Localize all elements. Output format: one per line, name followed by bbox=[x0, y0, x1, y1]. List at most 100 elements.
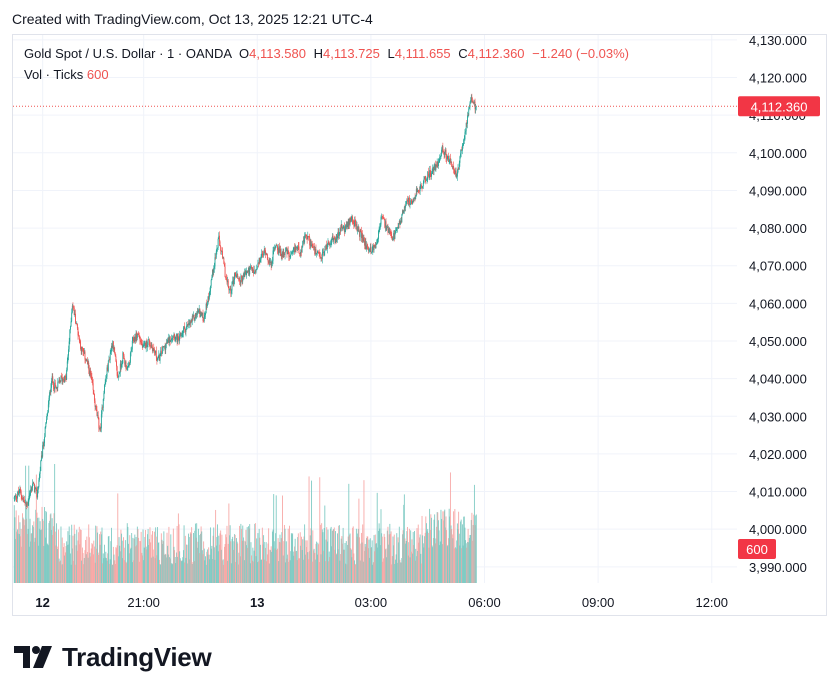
volume-bar bbox=[73, 560, 75, 583]
candle-body bbox=[203, 320, 205, 322]
candle-body bbox=[92, 379, 93, 384]
high-label: H bbox=[313, 46, 323, 61]
candle-body bbox=[76, 323, 78, 329]
candle-body bbox=[290, 254, 292, 257]
volume-bar bbox=[257, 533, 259, 583]
candle-body bbox=[24, 502, 26, 503]
candle-body bbox=[89, 370, 91, 376]
candle-body bbox=[63, 378, 64, 381]
candle-body bbox=[362, 237, 364, 241]
volume-bar bbox=[267, 543, 269, 583]
candle-body bbox=[416, 188, 418, 193]
volume-bar bbox=[312, 530, 314, 583]
volume-bar bbox=[270, 550, 271, 583]
tradingview-logo[interactable]: TradingView bbox=[14, 641, 212, 672]
volume-bar bbox=[35, 474, 37, 583]
candle-body bbox=[460, 149, 462, 154]
volume-bar bbox=[66, 541, 68, 583]
volume-bar bbox=[306, 540, 308, 583]
candle-body bbox=[254, 270, 256, 273]
volume-bar bbox=[429, 508, 431, 583]
volume-bar bbox=[106, 560, 108, 583]
volume-bar bbox=[169, 557, 170, 583]
volume-bar bbox=[157, 542, 159, 583]
candle-body bbox=[448, 160, 450, 162]
candle-body bbox=[112, 341, 114, 349]
volume-bar bbox=[179, 558, 181, 583]
candle-body bbox=[369, 249, 371, 251]
volume-bar bbox=[52, 526, 54, 583]
candle-body bbox=[205, 312, 206, 316]
volume-bar bbox=[49, 514, 51, 583]
close-label: C bbox=[458, 46, 468, 61]
candle-body bbox=[42, 445, 44, 447]
volume-bar bbox=[283, 524, 285, 583]
candle-body bbox=[177, 336, 179, 343]
candle-body bbox=[172, 335, 174, 337]
candle-body bbox=[389, 231, 391, 233]
volume-bar bbox=[170, 534, 172, 583]
candle-body bbox=[181, 333, 183, 336]
candle-body bbox=[32, 483, 34, 484]
volume-bar bbox=[113, 554, 115, 583]
candle-body bbox=[304, 235, 306, 243]
candle-body bbox=[226, 279, 228, 283]
symbol-title[interactable]: Gold Spot / U.S. Dollar · 1 · OANDA bbox=[24, 46, 232, 61]
volume-bar bbox=[468, 542, 470, 583]
candle-body bbox=[118, 373, 120, 377]
candle-body bbox=[206, 304, 208, 306]
volume-bar bbox=[65, 546, 67, 583]
candle-body bbox=[198, 308, 200, 311]
volume-bar bbox=[191, 527, 193, 583]
chart-frame[interactable] bbox=[12, 34, 827, 616]
volume-bar bbox=[447, 544, 449, 583]
volume-bar bbox=[318, 544, 319, 583]
candle-body bbox=[427, 171, 429, 178]
volume-bar bbox=[186, 544, 188, 583]
volume-bar bbox=[194, 530, 196, 583]
tradingview-brand-text: TradingView bbox=[62, 641, 212, 672]
volume-bar bbox=[470, 535, 472, 583]
volume-bar bbox=[378, 530, 379, 583]
candle-body bbox=[47, 404, 49, 413]
volume-bar bbox=[40, 529, 42, 583]
volume-bar bbox=[23, 525, 25, 583]
volume-bar bbox=[44, 537, 46, 583]
volume-bar bbox=[135, 537, 137, 583]
candle-body bbox=[88, 362, 90, 370]
volume-bar bbox=[273, 541, 275, 583]
volume-bar bbox=[20, 528, 22, 583]
candle-body bbox=[78, 335, 80, 337]
candle-body bbox=[364, 241, 366, 246]
volume-bar bbox=[193, 561, 195, 583]
volume-bar bbox=[208, 559, 210, 583]
volume-label[interactable]: Vol · Ticks bbox=[24, 67, 84, 82]
volume-bar bbox=[39, 521, 41, 583]
volume-bar bbox=[247, 547, 249, 583]
volume-bar bbox=[398, 542, 400, 583]
volume-bar bbox=[323, 550, 325, 583]
volume-bar bbox=[352, 527, 354, 583]
candle-body bbox=[219, 241, 221, 247]
candle-body bbox=[56, 387, 58, 388]
candle-body bbox=[424, 176, 426, 180]
volume-bar bbox=[158, 542, 160, 583]
candle-body bbox=[309, 237, 311, 246]
candle-body bbox=[335, 238, 337, 240]
volume-bar bbox=[300, 545, 302, 583]
volume-bar bbox=[254, 523, 256, 583]
volume-bar bbox=[316, 541, 318, 583]
volume-bar bbox=[150, 557, 152, 583]
volume-bar bbox=[196, 547, 198, 583]
candle-body bbox=[431, 171, 433, 174]
volume-bar bbox=[182, 557, 184, 583]
volume-bar bbox=[258, 528, 260, 583]
y-tick-label: 4,030.000 bbox=[749, 409, 807, 424]
volume-bar bbox=[34, 541, 35, 583]
volume-bar bbox=[212, 558, 213, 583]
candle-body bbox=[276, 244, 278, 246]
volume-bar bbox=[206, 549, 208, 583]
candle-body bbox=[61, 376, 63, 382]
candle-body bbox=[117, 375, 119, 378]
